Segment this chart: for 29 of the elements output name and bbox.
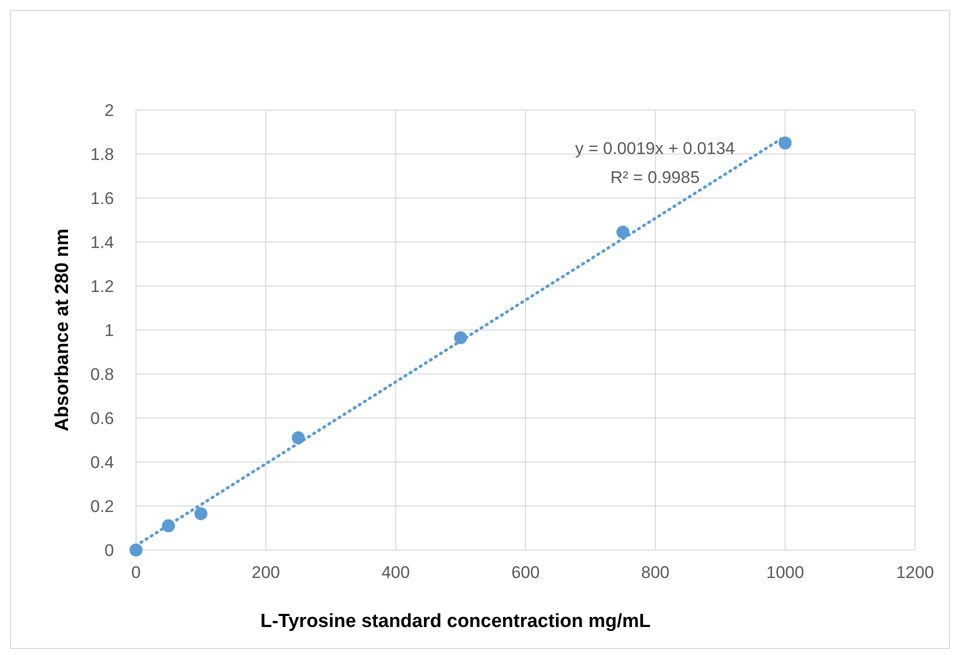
y-tick-label: 0.4 — [90, 453, 114, 472]
x-tick-label: 0 — [131, 563, 141, 582]
point — [194, 507, 208, 520]
point — [130, 544, 142, 556]
y-tick-label: 1.6 — [90, 189, 114, 208]
point — [292, 431, 305, 444]
y-tick-label: 1.4 — [90, 233, 114, 252]
x-tick-label: 1000 — [766, 563, 804, 582]
y-tick-label: 1.8 — [90, 145, 114, 164]
y-tick-label: 2 — [104, 101, 114, 120]
y-tick-label: 0.6 — [90, 409, 114, 428]
x-tick-label: 800 — [641, 563, 670, 582]
y-axis-title: Absorbance at 280 nm — [52, 228, 73, 432]
annotation: R² = 0.9985 — [610, 168, 700, 187]
y-tick-label: 1 — [104, 321, 114, 340]
x-tick-label: 600 — [511, 563, 540, 582]
x-tick-label: 200 — [252, 563, 280, 582]
x-tick-label: 1200 — [896, 563, 934, 582]
y-tick-label: 0 — [104, 541, 114, 560]
point — [616, 226, 630, 239]
annotation: y = 0.0019x + 0.0134 — [575, 139, 735, 158]
y-tick-label: 0.2 — [90, 497, 114, 516]
x-tick-label: 400 — [381, 563, 410, 582]
point — [778, 136, 792, 150]
y-tick-label: 0.8 — [90, 365, 114, 384]
point — [162, 519, 175, 532]
point — [454, 331, 468, 344]
y-tick-label: 1.2 — [90, 277, 114, 296]
x-axis-title: L-Tyrosine standard concentraction mg/mL — [260, 611, 652, 632]
